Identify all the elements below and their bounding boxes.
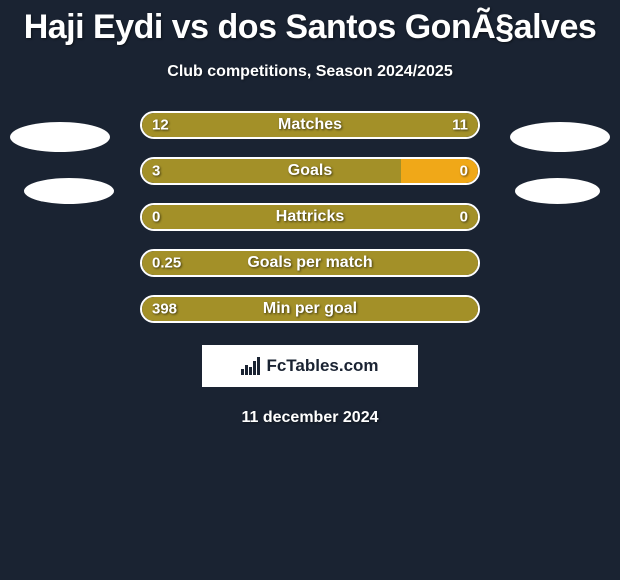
- bar-value-left: 0: [152, 209, 160, 226]
- player1-club-logo-1: [10, 122, 110, 152]
- bar-label: Goals: [288, 162, 332, 180]
- comparison-bar-row: Goals per match 0.25: [140, 249, 480, 277]
- bar-label: Matches: [278, 116, 342, 134]
- bar-value-right: 0: [460, 209, 468, 226]
- page-subtitle: Club competitions, Season 2024/2025: [0, 63, 620, 81]
- player1-club-logo-2: [24, 178, 114, 204]
- bar-label: Hattricks: [276, 208, 344, 226]
- bar-value-left: 3: [152, 163, 160, 180]
- bar-label: Goals per match: [247, 254, 372, 272]
- bar-value-left: 398: [152, 301, 177, 318]
- bar-left-segment: [142, 159, 401, 183]
- comparison-bar-row: Min per goal 398: [140, 295, 480, 323]
- comparison-bar-row: Hattricks 0 0: [140, 203, 480, 231]
- page-title: Haji Eydi vs dos Santos GonÃ§alves: [0, 0, 620, 47]
- player2-club-logo-1: [510, 122, 610, 152]
- footer-logo: FcTables.com: [202, 345, 418, 387]
- comparison-bar-row: Matches 12 11: [140, 111, 480, 139]
- player2-club-logo-2: [515, 178, 600, 204]
- bar-value-right: 0: [460, 163, 468, 180]
- bar-value-left: 12: [152, 117, 169, 134]
- footer-date: 11 december 2024: [0, 409, 620, 427]
- footer-logo-text: FcTables.com: [266, 356, 378, 376]
- bar-label: Min per goal: [263, 300, 357, 318]
- chart-icon: [241, 357, 260, 375]
- bar-value-left: 0.25: [152, 255, 181, 272]
- bar-value-right: 11: [452, 117, 468, 134]
- comparison-bar-row: Goals 3 0: [140, 157, 480, 185]
